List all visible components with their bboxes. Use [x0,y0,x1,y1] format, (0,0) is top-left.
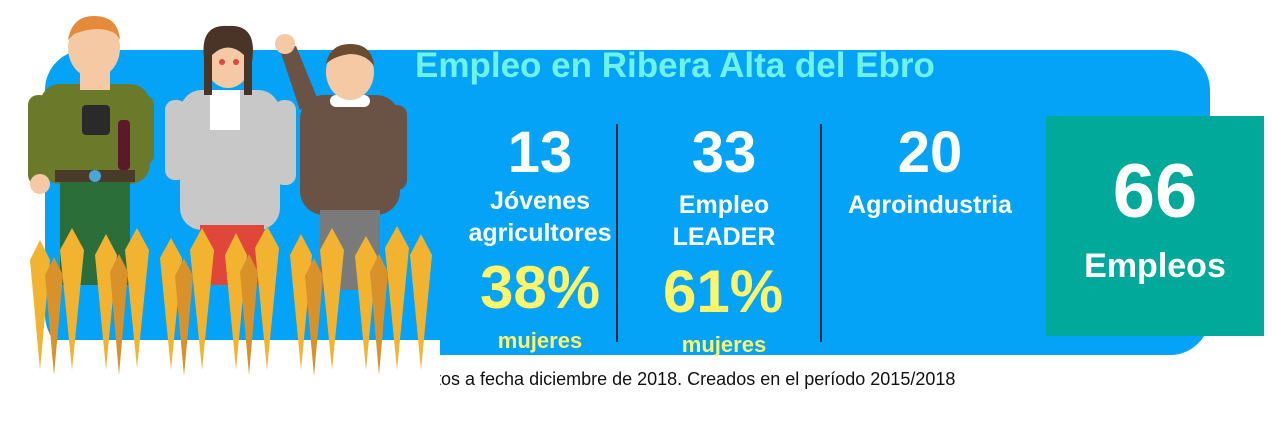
stat-young-farmers-women-label: mujeres [497,328,583,353]
stat-leader-employment-value: 33 [691,120,757,185]
stat-leader-employment-label-line2: LEADER [672,223,776,251]
stat-leader-employment-label-line1: Empleo [678,191,770,219]
data-footnote: Datos a fecha diciembre de 2018. Creados… [413,369,956,389]
stat-young-farmers-label-line1: Jóvenes [489,187,591,215]
page-title: Empleo en Ribera Alta del Ebro [415,46,935,85]
stat-divider [820,124,822,342]
farmers-illustration [20,16,440,400]
wheat-field-icon [20,226,440,400]
stat-leader-employment-women-pct: 61% [662,258,784,325]
stat-leader-employment-women-label: mujeres [681,332,767,357]
stat-agroindustry-label: Agroindustria [848,191,1012,219]
stat-young-farmers-value: 13 [507,120,573,185]
total-employment-box: 66 Empleos [1046,116,1264,336]
stat-divider [616,124,618,342]
total-employment-value: 66 [1112,149,1198,234]
stat-young-farmers-label-line2: agricultores [468,219,612,247]
total-employment-label: Empleos [1084,247,1226,285]
stat-agroindustry-value: 20 [897,120,963,185]
stat-young-farmers-women-pct: 38% [479,254,601,321]
